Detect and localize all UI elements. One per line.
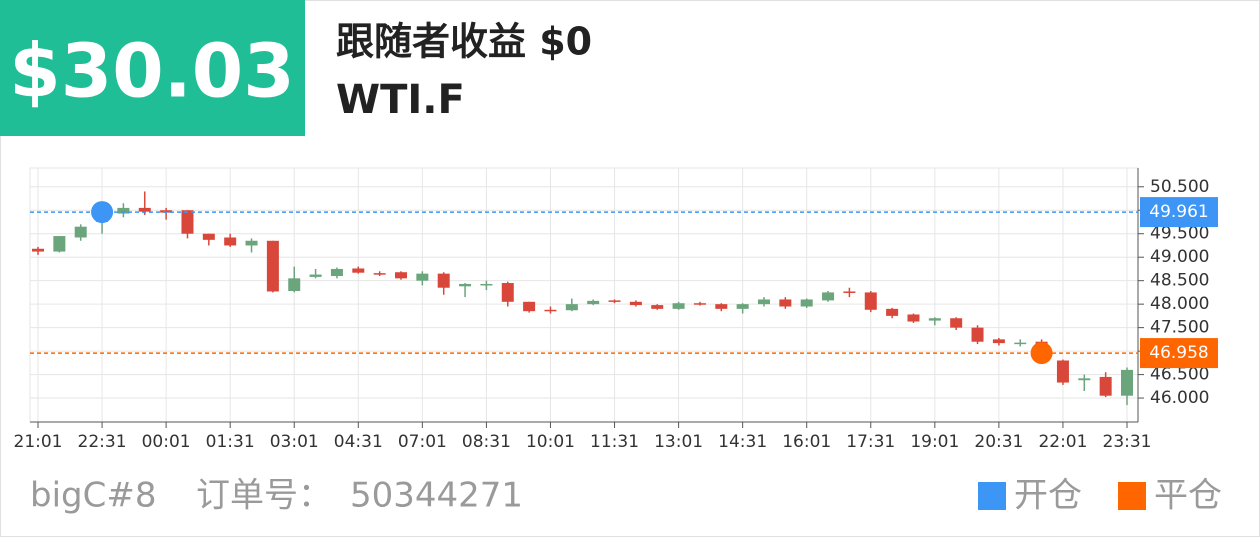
candle-body [416, 273, 429, 281]
symbol: WTI.F [336, 77, 465, 123]
x-tick-label: 00:01 [142, 432, 191, 452]
candle-body [907, 314, 920, 322]
candle-body [1078, 378, 1091, 381]
candle-body [843, 291, 856, 293]
marker-label-box [1140, 338, 1218, 369]
x-tick-label: 10:01 [526, 432, 575, 452]
candle-body [1014, 342, 1027, 345]
candle-body [437, 273, 450, 288]
x-tick-label: 22:01 [1038, 432, 1087, 452]
account: bigC#8 [30, 476, 156, 516]
candle-body [629, 301, 642, 306]
x-tick-label: 17:31 [846, 432, 895, 452]
candle-body [480, 283, 493, 286]
candle-body [587, 300, 600, 305]
candle-body [886, 308, 899, 316]
x-tick-label: 01:31 [206, 432, 255, 452]
candle-body [224, 237, 237, 246]
x-tick-label: 20:31 [974, 432, 1023, 452]
candle-body [971, 327, 984, 342]
x-tick-label: 23:31 [1103, 432, 1152, 452]
y-tick-label: 49.500 [1150, 224, 1209, 244]
marker-label: 46.958 [1149, 343, 1208, 363]
candle-body [992, 339, 1005, 344]
candle-body [950, 318, 963, 328]
x-tick-label: 13:01 [654, 432, 703, 452]
y-tick-label: 48.500 [1150, 271, 1209, 291]
legend-label: 平仓 [1154, 476, 1222, 516]
y-tick-label: 50.500 [1150, 177, 1209, 197]
candle-body [373, 273, 386, 275]
candle-body [53, 236, 66, 252]
candle-body [565, 304, 578, 311]
y-tick-label: 46.000 [1150, 388, 1209, 408]
marker-dot [1030, 342, 1053, 365]
candle-body [138, 207, 151, 212]
candle-body [928, 318, 941, 321]
candle-body [779, 299, 792, 307]
y-tick-label: 48.000 [1150, 294, 1209, 314]
candle-body [1121, 369, 1133, 396]
candle-body [1056, 360, 1069, 383]
candle-body [864, 292, 877, 310]
candle-body [202, 233, 215, 240]
x-tick-label: 21:01 [14, 432, 63, 452]
marker-label-box [1140, 197, 1218, 228]
order-label: 订单号： [196, 476, 332, 516]
candle-body [1099, 376, 1112, 396]
legend-swatch [978, 482, 1006, 510]
candle-body [288, 278, 301, 292]
x-tick-label: 22:31 [78, 432, 127, 452]
candle-body [459, 283, 472, 287]
candle-body [32, 248, 44, 252]
legend-label: 开仓 [1014, 476, 1082, 516]
candle-body [352, 268, 365, 273]
profit: $30.03 [9, 29, 295, 115]
candle-body [309, 274, 322, 277]
x-tick-label: 16:01 [782, 432, 831, 452]
order-number: 50344271 [350, 476, 523, 516]
x-tick-label: 19:01 [910, 432, 959, 452]
y-tick-label: 46.500 [1150, 365, 1209, 385]
candle-body [544, 309, 557, 312]
candle-body [800, 299, 813, 307]
x-tick-label: 03:01 [270, 432, 319, 452]
candle-body [693, 303, 706, 305]
x-tick-label: 08:31 [462, 432, 511, 452]
candle-body [74, 226, 87, 238]
x-tick-label: 11:31 [590, 432, 639, 452]
profit-box [0, 0, 305, 136]
y-tick-label: 49.000 [1150, 247, 1209, 267]
candle-body [266, 240, 279, 292]
candle-body [758, 299, 770, 305]
x-tick-label: 14:31 [718, 432, 767, 452]
candle-body [672, 303, 685, 309]
candle-body [523, 301, 536, 312]
x-tick-label: 04:31 [334, 432, 383, 452]
candle-body [822, 292, 835, 301]
marker-label: 49.961 [1149, 202, 1208, 222]
candle-body [245, 240, 258, 246]
y-tick-label: 47.500 [1150, 318, 1209, 338]
candle-body [395, 272, 407, 279]
candle-body [501, 283, 514, 302]
marker-dot [91, 201, 114, 224]
candle-body [715, 304, 728, 309]
title: 跟随者收益 $0 [336, 20, 592, 64]
candle-body [330, 268, 343, 276]
candle-body [651, 305, 664, 309]
legend-swatch [1118, 482, 1146, 510]
candle-body [608, 300, 621, 302]
candle-body [736, 304, 749, 309]
x-tick-label: 07:01 [398, 432, 447, 452]
candle-body [117, 207, 130, 214]
candle-body [181, 210, 194, 234]
